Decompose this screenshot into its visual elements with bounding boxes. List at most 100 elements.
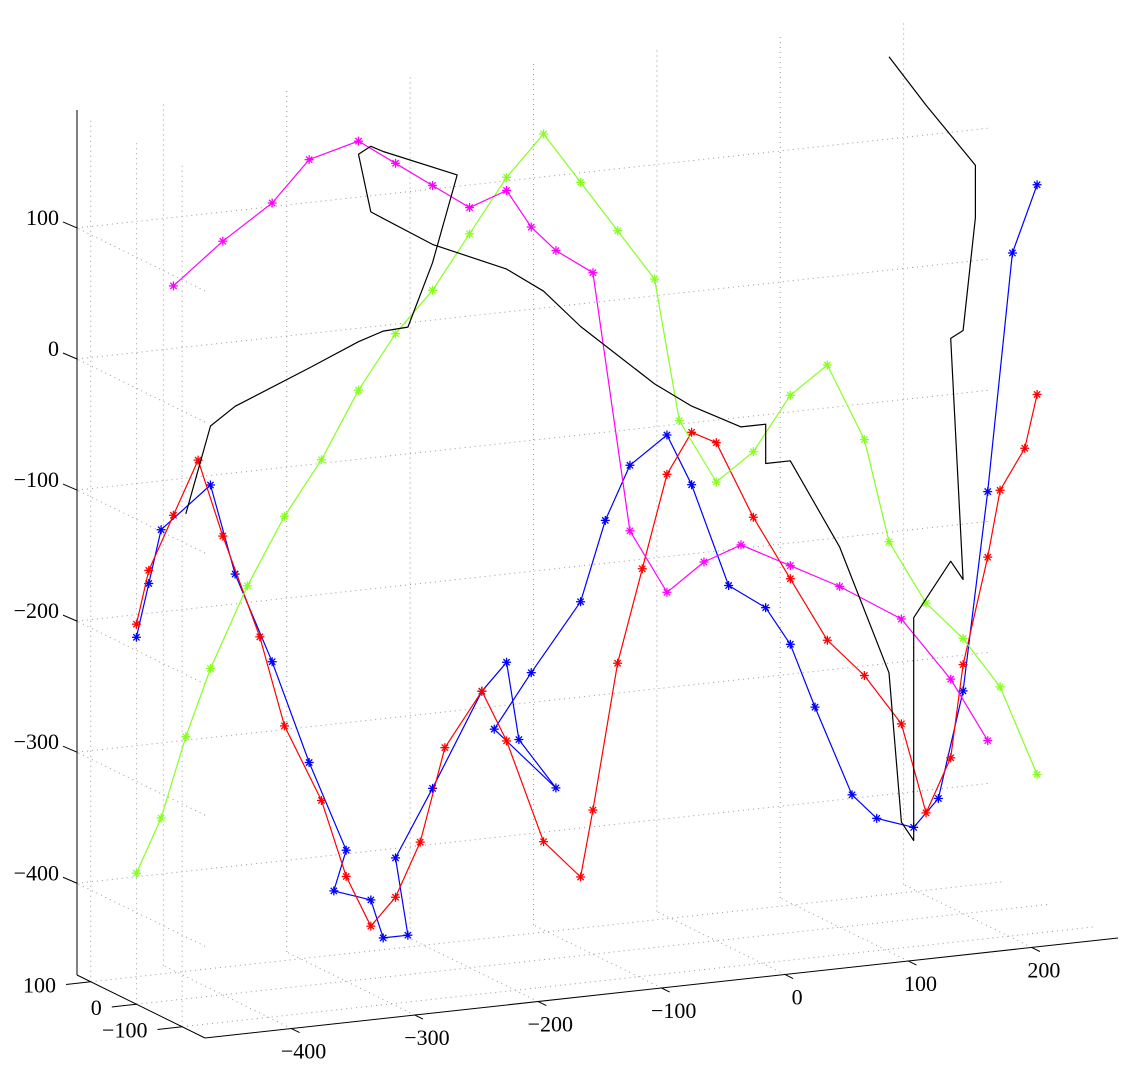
marker-stroke	[897, 720, 905, 728]
marker-stroke	[860, 671, 868, 680]
data-point	[785, 390, 795, 400]
data-point	[539, 837, 549, 847]
marker-stroke	[391, 893, 400, 901]
data-point	[613, 658, 623, 668]
data-point	[304, 155, 314, 165]
data-point	[946, 674, 956, 684]
marker-stroke	[786, 562, 794, 570]
marker-stroke	[465, 204, 474, 212]
data-point	[391, 329, 401, 339]
marker-stroke	[613, 227, 622, 235]
data-point	[613, 226, 623, 236]
z-tick-label: 0	[48, 336, 59, 361]
marker-stroke	[749, 513, 757, 521]
marker-stroke	[527, 223, 535, 231]
marker-stroke	[441, 744, 449, 752]
marker-stroke	[268, 658, 276, 666]
x-tick-label: 100	[904, 971, 937, 996]
marker-stroke	[305, 156, 313, 164]
data-point	[391, 892, 401, 902]
marker-stroke	[947, 675, 955, 683]
marker-stroke	[145, 566, 153, 575]
marker-stroke	[367, 922, 375, 930]
x-tick-label: 0	[792, 985, 803, 1010]
series-line	[135, 184, 1038, 939]
x-tick	[291, 1028, 300, 1034]
data-point	[822, 635, 832, 645]
data-point	[267, 657, 277, 667]
marker-stroke	[169, 282, 178, 290]
data-point	[465, 229, 475, 239]
y-tick-label: 100	[23, 972, 56, 997]
marker-stroke	[786, 391, 794, 399]
grid-line-x-floor	[533, 924, 662, 989]
marker-stroke	[589, 806, 597, 814]
data-point	[551, 246, 561, 256]
data-point	[366, 895, 376, 905]
data-point	[983, 487, 993, 497]
marker-stroke	[502, 186, 511, 195]
series-0	[185, 56, 977, 842]
data-point	[168, 281, 178, 291]
x-tick-label: −200	[528, 1012, 573, 1037]
marker-stroke	[515, 735, 523, 744]
marker-stroke	[391, 330, 400, 338]
y-tick-label: 0	[91, 995, 102, 1020]
data-point	[983, 736, 993, 746]
marker-stroke	[379, 934, 387, 942]
data-point	[391, 158, 401, 168]
marker-stroke	[688, 481, 696, 489]
marker-stroke	[280, 722, 289, 730]
marker-stroke	[860, 435, 868, 444]
data-point	[711, 438, 721, 448]
marker-stroke	[428, 286, 437, 294]
marker-stroke	[601, 516, 609, 525]
marker-stroke	[1033, 390, 1041, 399]
z-tick	[62, 221, 78, 229]
grid-line-x-floor	[656, 911, 786, 975]
marker-stroke	[145, 579, 153, 588]
data-point	[551, 783, 561, 793]
x-tick	[414, 1014, 424, 1020]
marker-stroke	[478, 687, 486, 695]
marker-stroke	[786, 575, 794, 583]
marker-stroke	[428, 181, 437, 190]
data-point	[415, 837, 425, 847]
marker-stroke	[552, 246, 560, 255]
x-tick	[784, 974, 794, 979]
x-tick	[661, 987, 670, 993]
marker-stroke	[527, 669, 535, 677]
data-point	[514, 735, 524, 745]
marker-stroke	[848, 791, 856, 799]
data-point	[279, 721, 289, 731]
marker-stroke	[219, 237, 227, 245]
grid-line-x-floor	[903, 884, 1032, 948]
z-tick-label: −400	[14, 860, 59, 885]
grid-line-z-sidewall	[76, 620, 206, 685]
data-point	[539, 129, 549, 139]
x-tick	[1031, 947, 1041, 952]
marker-stroke	[688, 428, 696, 436]
grid-line-y-floor	[182, 926, 1096, 1028]
x-tick-label: −300	[404, 1025, 449, 1050]
data-point	[958, 633, 968, 643]
data-point	[168, 510, 178, 520]
grid-line-x-floor	[286, 951, 415, 1016]
data-point	[131, 619, 141, 629]
data-point	[255, 632, 265, 642]
data-point	[946, 753, 956, 763]
marker-stroke	[922, 809, 930, 817]
data-point	[835, 581, 845, 591]
marker-stroke	[626, 527, 634, 535]
marker-stroke	[354, 386, 363, 394]
data-point	[489, 724, 499, 734]
z-tick	[62, 352, 78, 360]
marker-stroke	[243, 582, 252, 590]
marker-stroke	[317, 456, 326, 464]
marker-stroke	[823, 636, 831, 644]
marker-stroke	[996, 683, 1004, 691]
data-point	[896, 719, 906, 729]
data-point	[859, 671, 869, 681]
data-point	[465, 203, 475, 213]
marker-stroke	[502, 173, 511, 181]
